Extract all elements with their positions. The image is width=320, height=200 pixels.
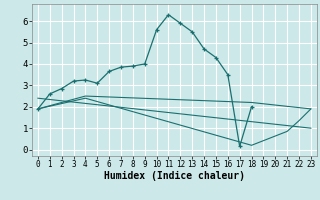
X-axis label: Humidex (Indice chaleur): Humidex (Indice chaleur) <box>104 171 245 181</box>
